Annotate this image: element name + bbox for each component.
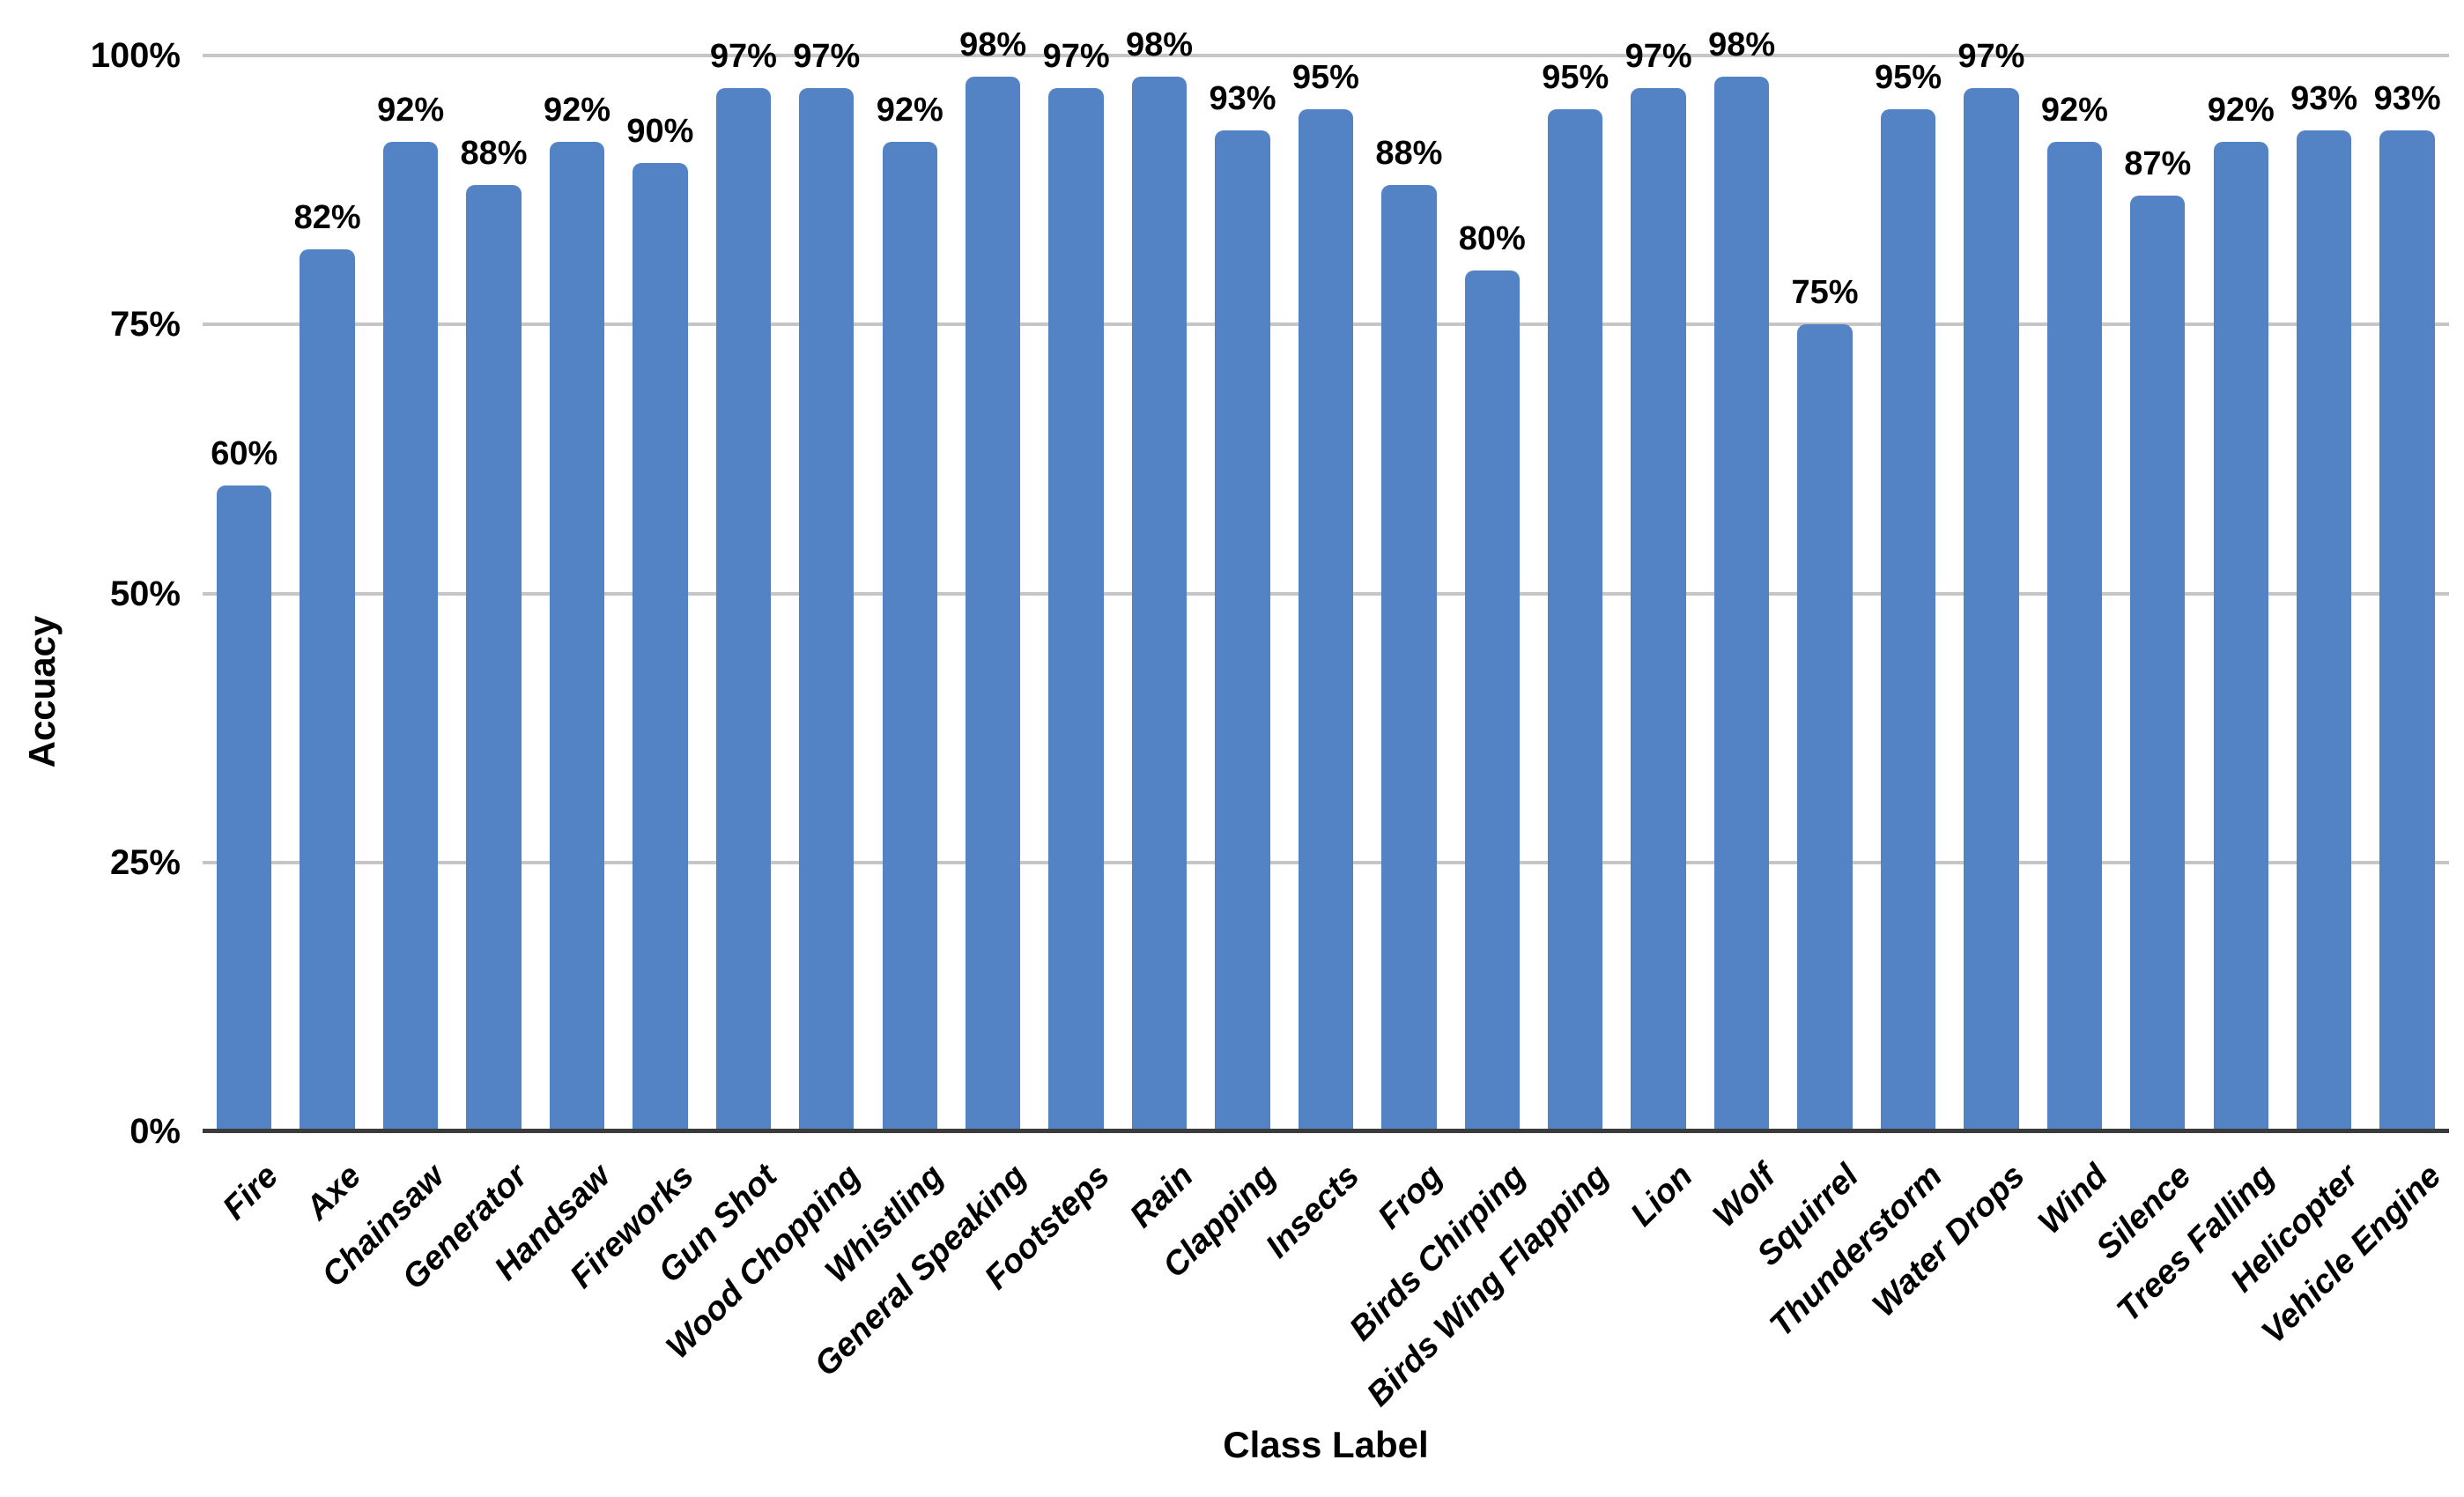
bar-slot: 75% <box>1783 56 1866 1131</box>
bar-slot: 80% <box>1451 56 1534 1131</box>
x-tick-label: Lion <box>1623 1157 1700 1234</box>
bar <box>1131 77 1188 1131</box>
plot-area: 60% 82% 92% 88% 92% 90% 97% 97% 92% 98% 97% 98% 93% 9… <box>203 26 2449 1133</box>
bar-value-label: 97% <box>1957 37 2025 75</box>
bar-value-label: 80% <box>1458 220 1526 258</box>
bar-slot: 88% <box>1367 56 1450 1131</box>
bar-slot: 95% <box>1534 56 1617 1131</box>
y-axis-tick-labels: 0% 25% 50% 75% 100% <box>0 36 181 1151</box>
x-axis-tick-labels: Fire Axe Chainsaw Generator Handsaw Fireworks… <box>203 1136 2449 1418</box>
bar <box>1048 87 1104 1131</box>
bar <box>2213 141 2268 1131</box>
x-tick-label: Insects <box>1259 1157 1367 1266</box>
bar-slot: 98% <box>1700 26 1783 1131</box>
bar <box>382 141 439 1131</box>
bar-value-label: 98% <box>1126 26 1194 64</box>
bar <box>882 141 937 1131</box>
bar-slot: 98% <box>951 26 1034 1131</box>
bar-value-label: 95% <box>1542 59 1609 97</box>
bar-slot: 60% <box>203 56 285 1131</box>
bar-slot: 88% <box>452 56 535 1131</box>
bar <box>1880 109 1936 1131</box>
bar <box>1713 77 1770 1131</box>
bar-value-label: 75% <box>1791 274 1859 312</box>
bar-slot: 98% <box>1118 26 1201 1131</box>
bar <box>1548 109 1603 1131</box>
bar-slot: 93% <box>2365 56 2448 1131</box>
bar-value-label: 92% <box>377 91 445 129</box>
bar-slot: 97% <box>1617 38 1699 1131</box>
bar <box>965 77 1021 1131</box>
bar <box>2296 130 2352 1131</box>
bar-slot: 92% <box>2033 56 2116 1131</box>
bar-slot: 92% <box>2200 56 2283 1131</box>
bar-value-label: 95% <box>1874 59 1942 97</box>
bar-value-label: 93% <box>2290 80 2358 118</box>
bar-slot: 97% <box>1034 38 1117 1131</box>
bar-slot: 92% <box>869 56 951 1131</box>
bar-slot: 97% <box>1950 38 2032 1131</box>
bar-value-label: 98% <box>959 26 1027 64</box>
bar-value-label: 97% <box>1042 37 1110 75</box>
y-tick-label: 0% <box>129 1112 181 1151</box>
bar-value-label: 88% <box>460 134 528 172</box>
bar-value-label: 82% <box>293 198 361 236</box>
bar-value-label: 92% <box>2207 91 2275 129</box>
gridline <box>203 54 2449 57</box>
bar-value-label: 60% <box>211 435 278 473</box>
bar-value-label: 90% <box>626 113 694 151</box>
bar-value-label: 92% <box>876 91 943 129</box>
bar-value-label: 97% <box>1624 37 1692 75</box>
bar-slot: 92% <box>536 56 618 1131</box>
y-tick-label: 100% <box>90 36 181 75</box>
x-tick-label: Axe <box>299 1157 369 1227</box>
x-axis-title: Class Label <box>1223 1424 1429 1465</box>
bar-slot: 97% <box>785 38 868 1131</box>
bar-slot: 93% <box>2283 56 2365 1131</box>
bar <box>2046 141 2102 1131</box>
bar-slot: 87% <box>2116 56 2199 1131</box>
bar-value-label: 97% <box>709 37 777 75</box>
bar-value-label: 95% <box>1291 59 1359 97</box>
bar-slot: 97% <box>702 38 785 1131</box>
bar <box>300 248 355 1131</box>
bar <box>2130 195 2186 1131</box>
bar-slot: 92% <box>369 56 452 1131</box>
x-tick-label: Fire <box>215 1157 285 1227</box>
bar <box>1464 270 1520 1131</box>
bar-value-label: 87% <box>2124 145 2192 182</box>
bar-value-label: 92% <box>2040 91 2108 129</box>
bar <box>799 87 855 1131</box>
bar-value-label: 93% <box>2373 80 2441 118</box>
y-tick-label: 25% <box>109 842 181 882</box>
x-axis-line <box>203 1129 2449 1133</box>
bar-value-label: 98% <box>1708 26 1776 64</box>
bar-value-label: 88% <box>1375 134 1443 172</box>
bars-container: 60% 82% 92% 88% 92% 90% 97% 97% 92% 98% 97% 98% 93% 9… <box>203 26 2449 1131</box>
bar <box>1797 324 1853 1131</box>
bar-slot: 95% <box>1867 56 1950 1131</box>
bar-value-label: 93% <box>1209 80 1276 118</box>
bar-value-label: 97% <box>793 37 861 75</box>
y-tick-label: 75% <box>109 305 181 345</box>
y-tick-label: 50% <box>109 574 181 613</box>
bar-slot: 90% <box>618 56 701 1131</box>
bar <box>633 163 688 1131</box>
bar <box>2379 130 2435 1131</box>
bar-slot: 82% <box>285 56 368 1131</box>
bar <box>1631 87 1686 1131</box>
bar <box>466 184 522 1131</box>
bar <box>1215 130 1270 1131</box>
bar <box>1381 184 1437 1131</box>
bar-slot: 95% <box>1284 56 1367 1131</box>
bar-value-label: 92% <box>543 91 610 129</box>
bar-slot: 93% <box>1201 56 1284 1131</box>
bar <box>1298 109 1354 1131</box>
bar <box>549 141 605 1131</box>
bar <box>1964 87 2019 1131</box>
bar <box>715 87 771 1131</box>
bar <box>217 485 272 1131</box>
